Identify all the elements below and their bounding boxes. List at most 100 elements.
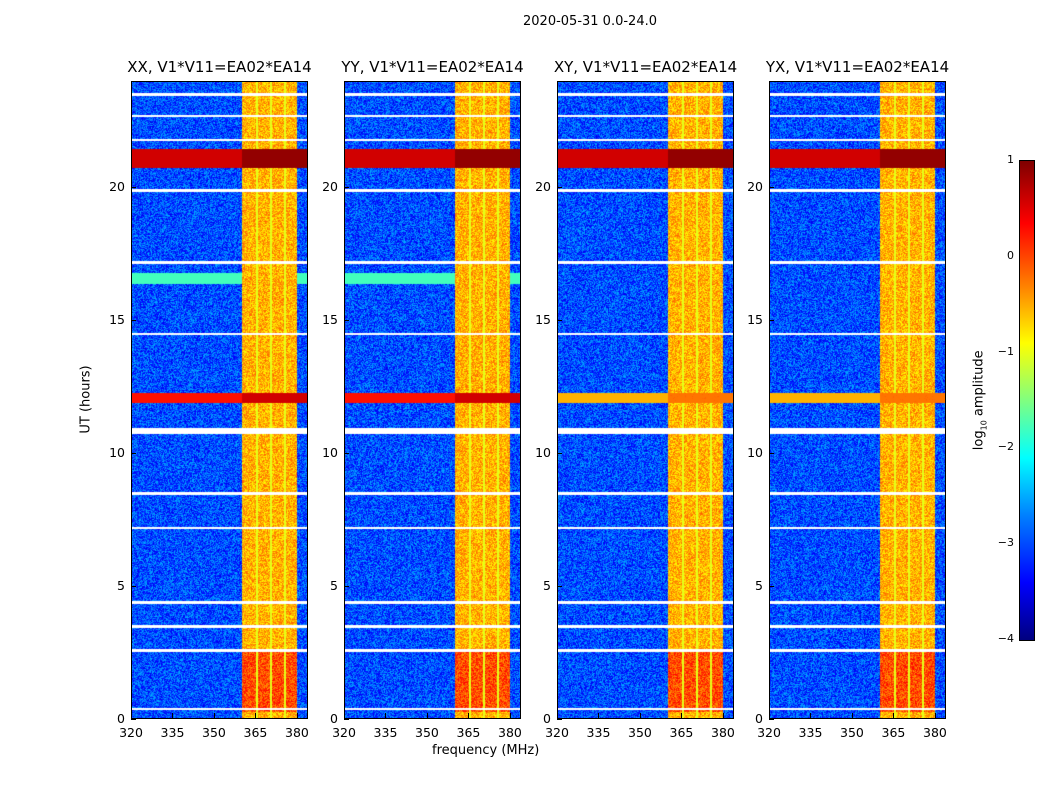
- y-tick-mark: [344, 719, 349, 720]
- x-tick-mark: [851, 713, 853, 718]
- y-tick-label: 10: [747, 445, 763, 461]
- x-tick-label: 335: [798, 725, 823, 740]
- y-tick-mark: [557, 187, 562, 189]
- panel-title: YY, V1*V11=EA02*EA14: [341, 58, 524, 76]
- y-tick-mark: [557, 719, 562, 720]
- y-tick-mark: [557, 586, 562, 588]
- axes-frame: [769, 81, 946, 719]
- y-tick-mark: [769, 586, 774, 588]
- figure-title: 2020-05-31 0.0-24.0: [523, 14, 657, 29]
- waterfall-panel-3: XY, V1*V11=EA02*EA14 320 335 350 365 380 0 5 10 1…: [535, 58, 737, 740]
- y-tick-label: 20: [109, 179, 125, 195]
- x-tick-mark: [934, 713, 936, 718]
- x-tick-label: 380: [498, 725, 522, 740]
- y-tick-label: 5: [117, 578, 125, 594]
- y-tick-mark: [131, 719, 136, 720]
- y-tick-label: 20: [535, 179, 551, 195]
- y-tick-label: 15: [535, 312, 551, 328]
- x-tick-mark: [681, 713, 683, 718]
- heatmap-image: [131, 81, 308, 719]
- y-tick-label: 10: [109, 445, 125, 461]
- y-axis-label: UT (hours): [78, 365, 94, 434]
- x-tick-mark: [893, 713, 895, 718]
- x-tick-mark: [598, 713, 600, 718]
- y-tick-mark: [344, 320, 349, 322]
- x-tick-mark: [468, 713, 470, 718]
- x-tick-label: 335: [160, 725, 185, 740]
- x-tick-label: 365: [669, 725, 694, 740]
- x-tick-label: 350: [840, 725, 864, 740]
- x-tick-label: 350: [202, 725, 226, 740]
- y-tick-mark: [769, 719, 774, 720]
- x-tick-label: 320: [757, 725, 781, 740]
- x-tick-label: 335: [373, 725, 398, 740]
- colorbar-tick-label: −3: [997, 536, 1014, 550]
- y-tick-label: 15: [747, 312, 763, 328]
- y-tick-label: 0: [755, 711, 763, 726]
- y-tick-mark: [131, 453, 136, 455]
- y-tick-mark: [557, 453, 562, 455]
- y-tick-label: 10: [322, 445, 338, 461]
- y-tick-mark: [131, 586, 136, 588]
- x-tick-mark: [810, 713, 812, 718]
- x-tick-mark: [769, 713, 770, 718]
- colorbar-label: log10 amplitude: [971, 350, 989, 451]
- x-tick-label: 365: [243, 725, 268, 740]
- x-tick-label: 335: [586, 725, 611, 740]
- x-tick-mark: [557, 713, 558, 718]
- y-tick-mark: [557, 320, 562, 322]
- y-tick-mark: [131, 187, 136, 189]
- y-tick-mark: [769, 187, 774, 189]
- panel-title: XX, V1*V11=EA02*EA14: [127, 58, 312, 76]
- waterfall-panel-1: XX, V1*V11=EA02*EA14 320 335 350 365 380 0 5 10 1…: [109, 58, 312, 740]
- colorbar: [1019, 160, 1035, 641]
- y-tick-label: 0: [117, 711, 125, 726]
- waterfall-panel-2: YY, V1*V11=EA02*EA14 320 335 350 365 380 0 5 10 1…: [322, 58, 524, 740]
- y-tick-mark: [769, 320, 774, 322]
- axes-frame: [131, 81, 308, 719]
- colorbar-tick-label: 1: [1007, 153, 1014, 166]
- x-tick-mark: [296, 713, 298, 718]
- x-tick-label: 380: [711, 725, 735, 740]
- y-tick-mark: [344, 453, 349, 455]
- heatmap-image: [557, 81, 734, 719]
- x-tick-label: 365: [456, 725, 481, 740]
- x-tick-label: 320: [545, 725, 569, 740]
- y-tick-label: 10: [535, 445, 551, 461]
- colorbar-tick-label: 0: [1007, 248, 1014, 262]
- y-tick-label: 5: [330, 578, 338, 594]
- y-tick-label: 5: [755, 578, 763, 594]
- y-tick-mark: [769, 453, 774, 455]
- panel-title: XY, V1*V11=EA02*EA14: [553, 58, 738, 76]
- x-tick-mark: [426, 713, 428, 718]
- x-tick-mark: [172, 713, 174, 718]
- y-tick-mark: [131, 320, 136, 322]
- x-tick-mark: [509, 713, 511, 718]
- heatmap-image: [344, 81, 521, 719]
- y-tick-label: 15: [109, 312, 125, 328]
- x-tick-label: 380: [285, 725, 309, 740]
- colorbar-tick-label: −1: [997, 344, 1014, 358]
- y-tick-label: 5: [543, 578, 551, 594]
- x-tick-mark: [213, 713, 215, 718]
- x-tick-mark: [255, 713, 257, 718]
- x-tick-label: 350: [628, 725, 652, 740]
- colorbar-tick-label: −4: [997, 632, 1014, 645]
- x-tick-label: 320: [119, 725, 143, 740]
- x-tick-mark: [385, 713, 387, 718]
- axes-frame: [344, 81, 521, 719]
- x-tick-label: 380: [923, 725, 947, 740]
- y-tick-mark: [344, 586, 349, 588]
- y-tick-label: 0: [543, 711, 551, 726]
- y-tick-label: 0: [330, 711, 338, 726]
- heatmap-image: [769, 81, 946, 719]
- y-tick-label: 15: [322, 312, 338, 328]
- colorbar-tick-label: −2: [997, 440, 1014, 454]
- x-tick-mark: [639, 713, 641, 718]
- x-tick-mark: [722, 713, 724, 718]
- x-tick-mark: [131, 713, 132, 718]
- axes-frame: [557, 81, 734, 719]
- y-tick-label: 20: [747, 179, 763, 195]
- waterfall-panel-4: YX, V1*V11=EA02*EA14 320 335 350 365 380 0 5 10 1…: [747, 58, 949, 740]
